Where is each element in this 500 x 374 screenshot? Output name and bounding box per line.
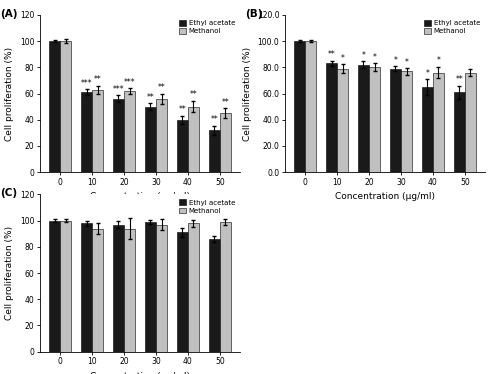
Bar [145,222,156,352]
Y-axis label: Cell proliferation (%): Cell proliferation (%) [6,226,15,320]
Text: ***: *** [124,78,136,87]
X-axis label: Concentration (μg/ml): Concentration (μg/ml) [90,192,190,201]
Bar [49,41,60,172]
Text: (C): (C) [0,188,17,198]
Text: (A): (A) [0,9,18,19]
Text: ***: *** [81,79,92,88]
Text: **: ** [210,115,218,124]
Text: **: ** [94,75,102,85]
Bar [220,222,231,352]
Bar [358,65,369,172]
Legend: Ethyl acetate, Methanol: Ethyl acetate, Methanol [178,18,236,36]
Bar [188,223,199,352]
Bar [337,69,348,172]
Bar [220,113,231,172]
Text: **: ** [456,75,463,85]
Bar [176,233,188,352]
Text: **: ** [222,98,229,107]
Text: *: * [362,51,366,60]
Bar [454,92,464,172]
Y-axis label: Cell proliferation (%): Cell proliferation (%) [243,46,252,141]
Bar [369,67,380,172]
X-axis label: Concentration (μg/ml): Concentration (μg/ml) [335,192,435,201]
Bar [60,221,72,352]
Text: ***: *** [112,85,124,94]
Text: *: * [426,69,429,78]
Bar [49,221,60,352]
Text: *: * [372,53,376,62]
Text: *: * [436,56,440,65]
Bar [464,73,476,172]
Bar [124,91,135,172]
Bar [326,64,337,172]
Bar [145,107,156,172]
Text: **: ** [190,91,198,99]
Text: (B): (B) [245,9,262,19]
Text: *: * [394,56,398,65]
Text: **: ** [178,105,186,114]
Bar [124,229,135,352]
Bar [422,87,433,172]
Text: **: ** [146,93,154,102]
Bar [294,41,306,172]
Bar [92,229,104,352]
Bar [188,107,199,172]
Bar [208,130,220,172]
Bar [306,41,316,172]
Bar [113,224,124,352]
Bar [156,99,167,172]
Bar [60,41,72,172]
Bar [390,69,401,172]
Text: *: * [341,54,344,63]
Text: **: ** [158,83,166,92]
Bar [208,239,220,352]
Bar [92,89,104,172]
Text: *: * [404,58,408,67]
X-axis label: Concentration (μg/ml): Concentration (μg/ml) [90,372,190,374]
Legend: Ethyl acetate, Methanol: Ethyl acetate, Methanol [422,18,482,36]
Bar [156,224,167,352]
Bar [176,120,188,172]
Bar [81,223,92,352]
Bar [81,92,92,172]
Text: **: ** [328,50,336,59]
Bar [113,99,124,172]
Y-axis label: Cell proliferation (%): Cell proliferation (%) [6,46,15,141]
Bar [401,71,412,172]
Legend: Ethyl acetate, Methanol: Ethyl acetate, Methanol [178,198,236,215]
Bar [433,73,444,172]
